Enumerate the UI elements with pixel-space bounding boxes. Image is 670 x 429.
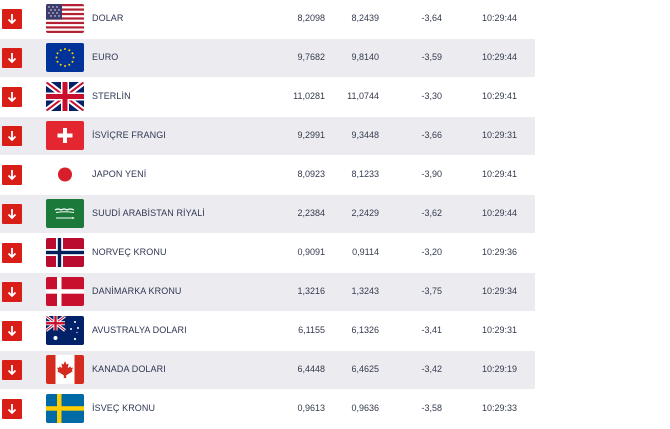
update-time: 10:29:19 <box>481 364 517 374</box>
sell-price: 0,9636 <box>351 403 379 413</box>
us-flag-icon <box>46 4 84 33</box>
change-percent: -3,64 <box>421 13 442 23</box>
buy-price: 1,3216 <box>297 286 325 296</box>
table-row[interactable]: KANADA DOLARI 6,4448 6,4625 -3,42 10:29:… <box>0 351 535 390</box>
update-time: 10:29:36 <box>481 247 517 257</box>
currency-name: AVUSTRALYA DOLARI <box>92 325 187 335</box>
table-row[interactable]: DOLAR 8,2098 8,2439 -3,64 10:29:44 <box>0 0 535 39</box>
buy-price: 9,7682 <box>297 52 325 62</box>
change-percent: -3,30 <box>421 91 442 101</box>
update-time: 10:29:41 <box>481 169 517 179</box>
change-percent: -3,59 <box>421 52 442 62</box>
currency-name: JAPON YENİ <box>92 169 147 179</box>
buy-price: 8,2098 <box>297 13 325 23</box>
sell-price: 0,9114 <box>352 247 379 257</box>
canada-flag-icon <box>46 355 84 384</box>
change-percent: -3,90 <box>421 169 442 179</box>
down-arrow-icon <box>2 9 22 29</box>
down-arrow-icon <box>2 204 22 224</box>
down-arrow-icon <box>2 243 22 263</box>
buy-price: 0,9613 <box>297 403 325 413</box>
buy-price: 6,4448 <box>297 364 325 374</box>
currency-name: İSVİÇRE FRANGI <box>92 130 166 140</box>
currency-name: İSVEÇ KRONU <box>92 403 156 413</box>
buy-price: 2,2384 <box>297 208 325 218</box>
change-percent: -3,41 <box>421 325 442 335</box>
update-time: 10:29:31 <box>481 130 517 140</box>
sell-price: 2,2429 <box>351 208 379 218</box>
update-time: 10:29:33 <box>481 403 517 413</box>
buy-price: 0,9091 <box>297 247 325 257</box>
down-arrow-icon <box>2 165 22 185</box>
down-arrow-icon <box>2 87 22 107</box>
change-percent: -3,75 <box>421 286 442 296</box>
saudi-flag-icon <box>46 199 84 228</box>
buy-price: 9,2991 <box>297 130 325 140</box>
table-row[interactable]: İSVEÇ KRONU 0,9613 0,9636 -3,58 10:29:33 <box>0 390 535 429</box>
currency-name: NORVEÇ KRONU <box>92 247 167 257</box>
denmark-flag-icon <box>46 277 84 306</box>
australia-flag-icon <box>46 316 84 345</box>
update-time: 10:29:34 <box>481 286 517 296</box>
currency-name: SUUDİ ARABİSTAN RİYALİ <box>92 208 205 218</box>
sell-price: 11,0744 <box>347 91 379 101</box>
norway-flag-icon <box>46 238 84 267</box>
down-arrow-icon <box>2 360 22 380</box>
change-percent: -3,66 <box>421 130 442 140</box>
currency-name: EURO <box>92 52 119 62</box>
update-time: 10:29:41 <box>481 91 517 101</box>
change-percent: -3,62 <box>421 208 442 218</box>
buy-price: 11,0281 <box>293 91 325 101</box>
sweden-flag-icon <box>46 394 84 423</box>
sell-price: 6,1326 <box>351 325 379 335</box>
down-arrow-icon <box>2 399 22 419</box>
buy-price: 8,0923 <box>297 169 325 179</box>
currency-name: DANİMARKA KRONU <box>92 286 182 296</box>
table-row[interactable]: DANİMARKA KRONU 1,3216 1,3243 -3,75 10:2… <box>0 273 535 312</box>
update-time: 10:29:44 <box>481 208 517 218</box>
down-arrow-icon <box>2 48 22 68</box>
change-percent: -3,20 <box>421 247 442 257</box>
table-row[interactable]: NORVEÇ KRONU 0,9091 0,9114 -3,20 10:29:3… <box>0 234 535 273</box>
table-row[interactable]: JAPON YENİ 8,0923 8,1233 -3,90 10:29:41 <box>0 156 535 195</box>
table-row[interactable]: EURO 9,7682 9,8140 -3,59 10:29:44 <box>0 39 535 78</box>
change-percent: -3,58 <box>421 403 442 413</box>
swiss-flag-icon <box>46 121 84 150</box>
buy-price: 6,1155 <box>298 325 325 335</box>
down-arrow-icon <box>2 321 22 341</box>
update-time: 10:29:44 <box>481 52 517 62</box>
sell-price: 8,2439 <box>351 13 379 23</box>
sell-price: 8,1233 <box>351 169 379 179</box>
table-row[interactable]: STERLİN 11,0281 11,0744 -3,30 10:29:41 <box>0 78 535 117</box>
down-arrow-icon <box>2 282 22 302</box>
currency-name: STERLİN <box>92 91 131 101</box>
sell-price: 9,8140 <box>351 52 379 62</box>
sell-price: 6,4625 <box>351 364 379 374</box>
change-percent: -3,42 <box>421 364 442 374</box>
currency-table: DOLAR 8,2098 8,2439 -3,64 10:29:44 EURO … <box>0 0 535 429</box>
sell-price: 1,3243 <box>351 286 379 296</box>
japan-flag-icon <box>46 160 84 189</box>
table-row[interactable]: SUUDİ ARABİSTAN RİYALİ 2,2384 2,2429 -3,… <box>0 195 535 234</box>
currency-name: DOLAR <box>92 13 124 23</box>
update-time: 10:29:31 <box>481 325 517 335</box>
update-time: 10:29:44 <box>481 13 517 23</box>
down-arrow-icon <box>2 126 22 146</box>
sell-price: 9,3448 <box>351 130 379 140</box>
table-row[interactable]: İSVİÇRE FRANGI 9,2991 9,3448 -3,66 10:29… <box>0 117 535 156</box>
currency-name: KANADA DOLARI <box>92 364 166 374</box>
eu-flag-icon <box>46 43 84 72</box>
table-row[interactable]: AVUSTRALYA DOLARI 6,1155 6,1326 -3,41 10… <box>0 312 535 351</box>
uk-flag-icon <box>46 82 84 111</box>
